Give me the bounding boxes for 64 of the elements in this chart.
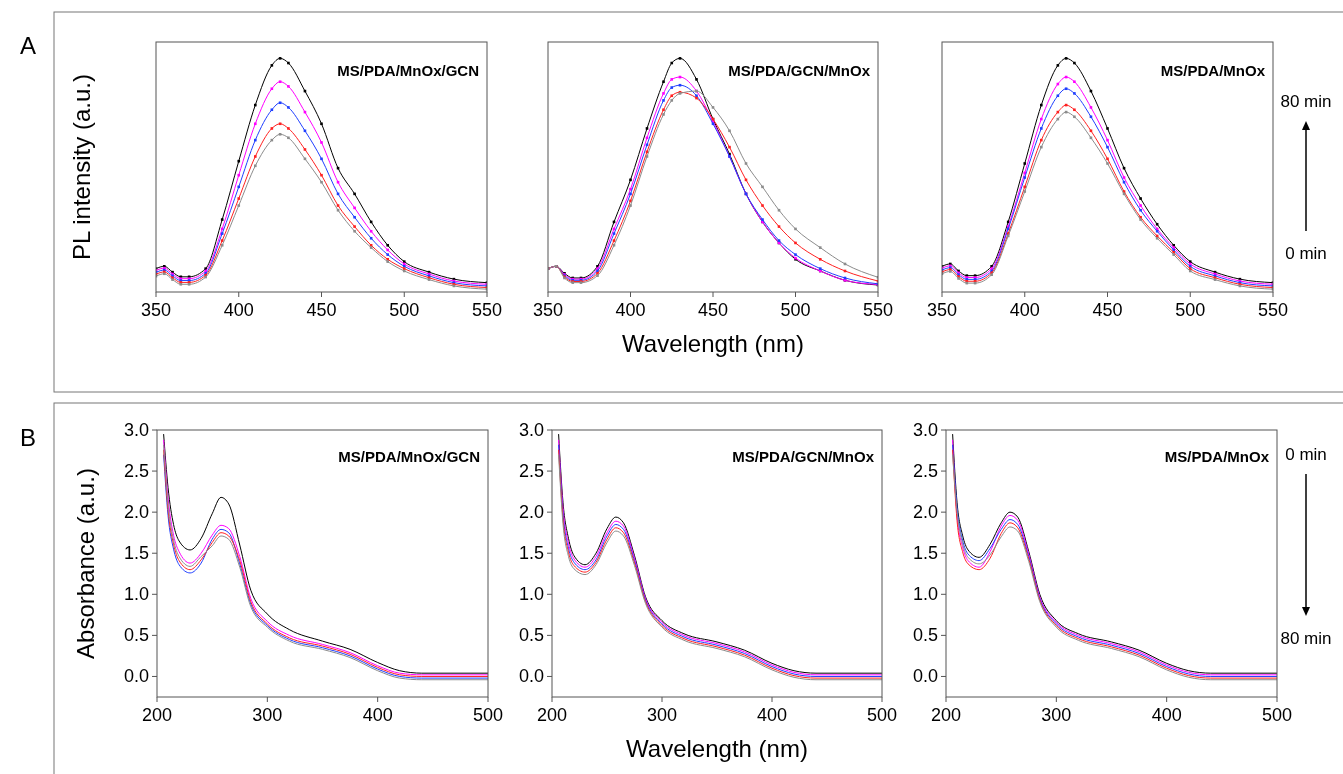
x-axis-title: Wavelength (nm) <box>622 330 804 357</box>
x-tick-label: 300 <box>252 705 283 725</box>
x-tick-label: 350 <box>140 300 172 320</box>
x-tick-label: 300 <box>646 705 678 725</box>
y-tick-label: 1.0 <box>123 584 149 605</box>
x-tick-label: 350 <box>532 300 564 320</box>
text: 80 min <box>1280 629 1332 648</box>
text: 0 min <box>1285 445 1327 464</box>
x-tick-label: 500 <box>389 300 420 320</box>
y-tick-label: 1.5 <box>912 543 938 564</box>
text: A <box>20 32 37 59</box>
x-tick-label: 400 <box>1151 705 1182 725</box>
y-tick-label: 0.5 <box>912 625 938 646</box>
y-tick-label: 1.0 <box>518 584 544 605</box>
x-tick-label: 500 <box>472 705 504 725</box>
y-tick-label: 0.0 <box>912 666 938 687</box>
text: 0 min <box>1285 244 1327 263</box>
y-tick-label: 1.0 <box>912 584 938 605</box>
text: MS/PDA/GCN/MnOx <box>732 448 875 465</box>
x-tick-label: 550 <box>471 300 503 320</box>
text: B <box>20 424 37 451</box>
y-tick-label: 1.5 <box>518 543 544 564</box>
x-tick-label: 400 <box>1009 300 1040 320</box>
x-tick-label: 350 <box>926 300 958 320</box>
y-tick-label: 0.5 <box>123 625 149 646</box>
y-tick-label: 2.0 <box>123 502 149 523</box>
y-tick-label: 3.0 <box>518 420 544 440</box>
text: MS/PDA/MnOx/GCN <box>338 448 480 465</box>
x-tick-label: 450 <box>697 300 729 320</box>
x-tick-label: 200 <box>930 705 962 725</box>
y-tick-label: 1.5 <box>123 543 149 564</box>
y-tick-label: 2.0 <box>518 502 544 523</box>
x-tick-label: 300 <box>1041 705 1072 725</box>
x-tick-label: 200 <box>536 705 568 725</box>
x-tick-label: 400 <box>615 300 646 320</box>
x-tick-label: 550 <box>1257 300 1289 320</box>
y-tick-label: 0.0 <box>518 666 544 687</box>
x-tick-label: 400 <box>223 300 254 320</box>
x-tick-label: 200 <box>141 705 173 725</box>
y-tick-label: 2.5 <box>912 461 938 482</box>
x-tick-label: 450 <box>1092 300 1123 320</box>
x-axis-title: Wavelength (nm) <box>626 735 808 762</box>
x-tick-label: 400 <box>362 705 393 725</box>
y-tick-label: 2.0 <box>912 502 938 523</box>
x-tick-label: 500 <box>866 705 898 725</box>
y-axis-title: Absorbance (a.u.) <box>72 468 99 659</box>
y-axis-title: PL intensity (a.u.) <box>68 74 95 260</box>
chart-title: MS/PDA/MnOx/GCN <box>337 62 479 79</box>
text: 80 min <box>1280 92 1332 111</box>
y-tick-label: 2.5 <box>123 461 149 482</box>
chart-title: MS/PDA/MnOx <box>1160 62 1266 79</box>
y-tick-label: 0.0 <box>123 666 149 687</box>
text: MS/PDA/MnOx <box>1164 448 1270 465</box>
chart-title: MS/PDA/GCN/MnOx <box>728 62 871 79</box>
x-tick-label: 500 <box>1261 705 1293 725</box>
x-tick-label: 500 <box>780 300 811 320</box>
y-tick-label: 3.0 <box>123 420 149 440</box>
y-tick-label: 0.5 <box>518 625 544 646</box>
y-tick-label: 3.0 <box>912 420 938 440</box>
x-tick-label: 500 <box>1175 300 1206 320</box>
x-tick-label: 450 <box>306 300 337 320</box>
x-tick-label: 550 <box>862 300 894 320</box>
y-tick-label: 2.5 <box>518 461 544 482</box>
x-tick-label: 400 <box>756 705 788 725</box>
